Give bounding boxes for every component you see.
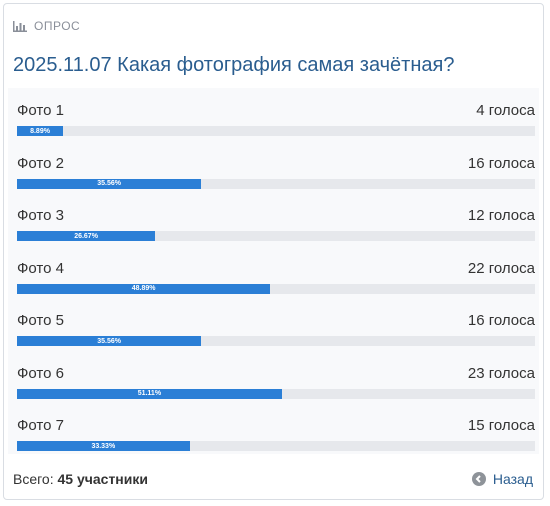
- poll-option: Фото 5 16 голоса 35.56%: [13, 312, 535, 352]
- poll-title: 2025.11.07 Какая фотография самая зачётн…: [13, 54, 455, 76]
- back-link-label[interactable]: Назад: [492, 471, 533, 487]
- poll-percent-label: 26.67%: [74, 232, 98, 240]
- poll-percent-label: 35.56%: [97, 180, 121, 187]
- poll-progress-fill: 8.89%: [17, 126, 64, 136]
- poll-percent-label: 51.11%: [137, 390, 162, 397]
- poll-option: Фото 7 15 голоса 33.33%: [13, 417, 535, 457]
- poll-progress-track: 8.89%: [17, 126, 535, 136]
- poll-option: Фото 1 4 голоса 8.89%: [13, 102, 535, 142]
- poll-option-votes: 22 голоса: [467, 259, 535, 277]
- poll-percent-label: 48.89%: [131, 285, 156, 292]
- poll-progress-fill: 26.67%: [17, 231, 156, 241]
- poll-progress-track: 33.33%: [17, 441, 535, 451]
- poll-option-name: Фото 6: [17, 364, 64, 382]
- poll-progress-fill: 51.11%: [17, 388, 282, 399]
- poll-option-name: Фото 2: [17, 154, 64, 172]
- poll-option-votes: 16 голоса: [467, 312, 535, 329]
- poll-option-name: Фото 1: [17, 102, 64, 119]
- poll-option-votes: 16 голоса: [467, 154, 535, 172]
- poll-option-votes: 4 голоса: [476, 102, 535, 119]
- back-link[interactable]: Назад: [471, 471, 533, 487]
- poll-option-name: Фото 5: [17, 312, 64, 329]
- poll-progress-track: 26.67%: [17, 231, 535, 241]
- arrow-left-circle-icon: [471, 472, 486, 486]
- poll-options: Фото 1 4 голоса 8.89% Фото 2 16 голоса 35.56%…: [8, 88, 539, 454]
- poll-header: ОПРОС: [13, 19, 80, 33]
- poll-progress-track: 35.56%: [17, 336, 535, 346]
- poll-total-value: 45 участники: [57, 471, 148, 487]
- poll-progress-fill: 35.56%: [17, 336, 202, 346]
- poll-option-votes: 15 голоса: [467, 417, 535, 434]
- poll-progress-track: 51.11%: [17, 388, 535, 399]
- poll-option-name: Фото 4: [17, 259, 64, 277]
- poll-total: Всего: 45 участники: [13, 471, 148, 487]
- poll-percent-label: 35.56%: [97, 337, 121, 345]
- poll-progress-track: 35.56%: [17, 178, 535, 189]
- poll-option: Фото 4 22 голоса 48.89%: [13, 260, 535, 300]
- poll-option-votes: 12 голоса: [467, 207, 535, 224]
- poll-progress-fill: 33.33%: [17, 441, 190, 451]
- bar-chart-icon: [13, 20, 27, 32]
- poll-option-votes: 23 голоса: [467, 364, 535, 382]
- poll-option: Фото 3 12 голоса 26.67%: [13, 207, 535, 247]
- poll-header-label: ОПРОС: [34, 19, 81, 33]
- poll-percent-label: 8.89%: [30, 127, 50, 135]
- poll-progress-fill: 35.56%: [17, 178, 202, 189]
- poll-option-name: Фото 7: [17, 417, 64, 434]
- poll-option: Фото 2 16 голоса 35.56%: [13, 155, 535, 195]
- poll-progress-fill: 48.89%: [17, 283, 271, 294]
- poll-card: ОПРОС 2025.11.07 Какая фотография самая …: [3, 3, 544, 500]
- poll-percent-label: 33.33%: [91, 442, 116, 450]
- poll-progress-track: 48.89%: [17, 283, 535, 294]
- poll-total-label: Всего:: [13, 471, 58, 487]
- poll-option-name: Фото 3: [17, 207, 64, 224]
- poll-option: Фото 6 23 голоса 51.11%: [13, 365, 535, 405]
